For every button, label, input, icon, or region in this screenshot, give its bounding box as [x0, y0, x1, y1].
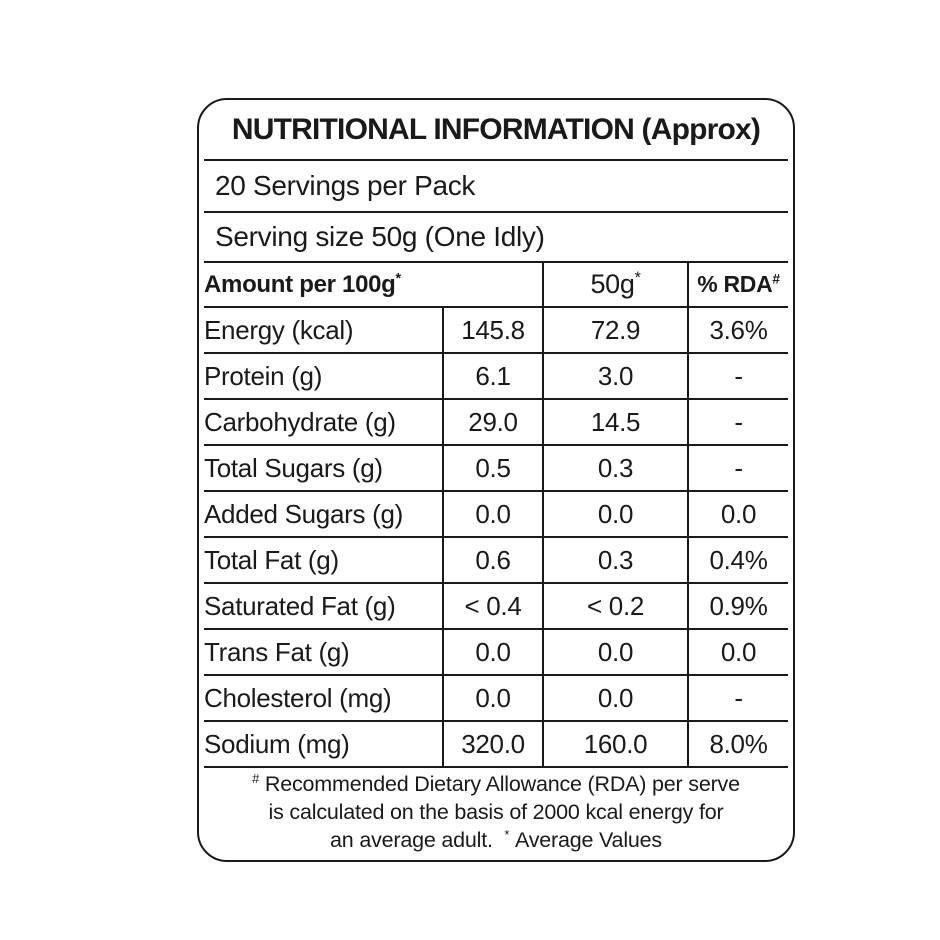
- nutrient-name: Saturated Fat (g): [204, 583, 444, 630]
- value-rda: 0.9%: [687, 583, 788, 630]
- value-per-50g: 3.0: [542, 353, 690, 400]
- value-per-100g: 0.0: [441, 629, 545, 676]
- servings-per-pack: 20 Servings per Pack: [204, 161, 788, 213]
- value-per-50g: 72.9: [542, 307, 690, 354]
- value-per-100g: 6.1: [441, 353, 545, 400]
- nutrient-name: Protein (g): [204, 353, 444, 400]
- value-rda: -: [687, 675, 788, 722]
- value-per-100g: 145.8: [441, 307, 545, 354]
- value-rda: 0.0: [687, 491, 788, 538]
- value-per-50g: 0.3: [542, 445, 690, 492]
- table-row: Total Sugars (g) 0.5 0.3 -: [204, 445, 788, 492]
- table-header-row: Amount per 100g* 50g* % RDA#: [204, 263, 788, 308]
- value-rda: 3.6%: [687, 307, 788, 354]
- value-per-50g: 0.0: [542, 675, 690, 722]
- footnote-text-3a: an average adult.: [330, 828, 493, 852]
- nutrition-table: Amount per 100g* 50g* % RDA# Energy (kca…: [204, 263, 788, 768]
- value-rda: 0.4%: [687, 537, 788, 584]
- table-row: Cholesterol (mg) 0.0 0.0 -: [204, 675, 788, 722]
- value-per-50g: 14.5: [542, 399, 690, 446]
- hash-mark: #: [772, 271, 780, 287]
- header-amount-text: Amount per 100g: [204, 270, 396, 298]
- table-row: Carbohydrate (g) 29.0 14.5 -: [204, 399, 788, 446]
- value-rda: 8.0%: [687, 721, 788, 768]
- table-row: Energy (kcal) 145.8 72.9 3.6%: [204, 307, 788, 354]
- asterisk-mark: *: [504, 826, 510, 842]
- nutrient-name: Trans Fat (g): [204, 629, 444, 676]
- value-per-100g: < 0.4: [441, 583, 545, 630]
- table-row: Trans Fat (g) 0.0 0.0 0.0: [204, 629, 788, 676]
- value-per-50g: < 0.2: [542, 583, 690, 630]
- footnote-text-1: Recommended Dietary Allowance (RDA) per …: [264, 772, 740, 796]
- value-per-100g: 0.5: [441, 445, 545, 492]
- header-rda-text: % RDA: [697, 271, 773, 297]
- header-50g-text: 50g: [590, 269, 635, 299]
- value-per-50g: 0.0: [542, 491, 690, 538]
- nutrient-name: Sodium (mg): [204, 721, 444, 768]
- value-per-100g: 29.0: [441, 399, 545, 446]
- value-rda: 0.0: [687, 629, 788, 676]
- footnote: # Recommended Dietary Allowance (RDA) pe…: [204, 768, 788, 860]
- value-rda: -: [687, 445, 788, 492]
- footnote-line-2: is calculated on the basis of 2000 kcal …: [269, 798, 724, 826]
- value-per-50g: 0.0: [542, 629, 690, 676]
- asterisk-mark: *: [634, 269, 641, 287]
- table-row: Added Sugars (g) 0.0 0.0 0.0: [204, 491, 788, 538]
- table-row: Protein (g) 6.1 3.0 -: [204, 353, 788, 400]
- footnote-line-1: # Recommended Dietary Allowance (RDA) pe…: [252, 770, 740, 798]
- nutrient-name: Total Sugars (g): [204, 445, 444, 492]
- header-rda: % RDA#: [687, 263, 788, 308]
- nutrition-label: NUTRITIONAL INFORMATION (Approx) 20 Serv…: [197, 98, 795, 862]
- value-rda: -: [687, 353, 788, 400]
- table-row: Sodium (mg) 320.0 160.0 8.0%: [204, 721, 788, 768]
- value-per-100g: 0.6: [441, 537, 545, 584]
- table-row: Total Fat (g) 0.6 0.3 0.4%: [204, 537, 788, 584]
- value-per-50g: 0.3: [542, 537, 690, 584]
- nutrient-name: Cholesterol (mg): [204, 675, 444, 722]
- value-per-100g: 0.0: [441, 675, 545, 722]
- nutrient-name: Carbohydrate (g): [204, 399, 444, 446]
- footnote-text-3b: Average Values: [514, 828, 662, 852]
- label-title: NUTRITIONAL INFORMATION (Approx): [204, 100, 788, 161]
- nutrient-name: Total Fat (g): [204, 537, 444, 584]
- value-rda: -: [687, 399, 788, 446]
- footnote-text-2: is calculated on the basis of 2000 kcal …: [268, 800, 724, 824]
- asterisk-mark: *: [395, 270, 402, 287]
- serving-size: Serving size 50g (One Idly): [204, 213, 788, 263]
- hash-mark: #: [252, 770, 260, 786]
- nutrient-name: Energy (kcal): [204, 307, 444, 354]
- value-per-50g: 160.0: [542, 721, 690, 768]
- nutrient-name: Added Sugars (g): [204, 491, 444, 538]
- value-per-100g: 320.0: [441, 721, 545, 768]
- header-amount-per-100g: Amount per 100g*: [204, 263, 545, 308]
- value-per-100g: 0.0: [441, 491, 545, 538]
- table-row: Saturated Fat (g) < 0.4 < 0.2 0.9%: [204, 583, 788, 630]
- header-50g: 50g*: [542, 263, 690, 308]
- footnote-line-3: an average adult. * Average Values: [330, 826, 662, 854]
